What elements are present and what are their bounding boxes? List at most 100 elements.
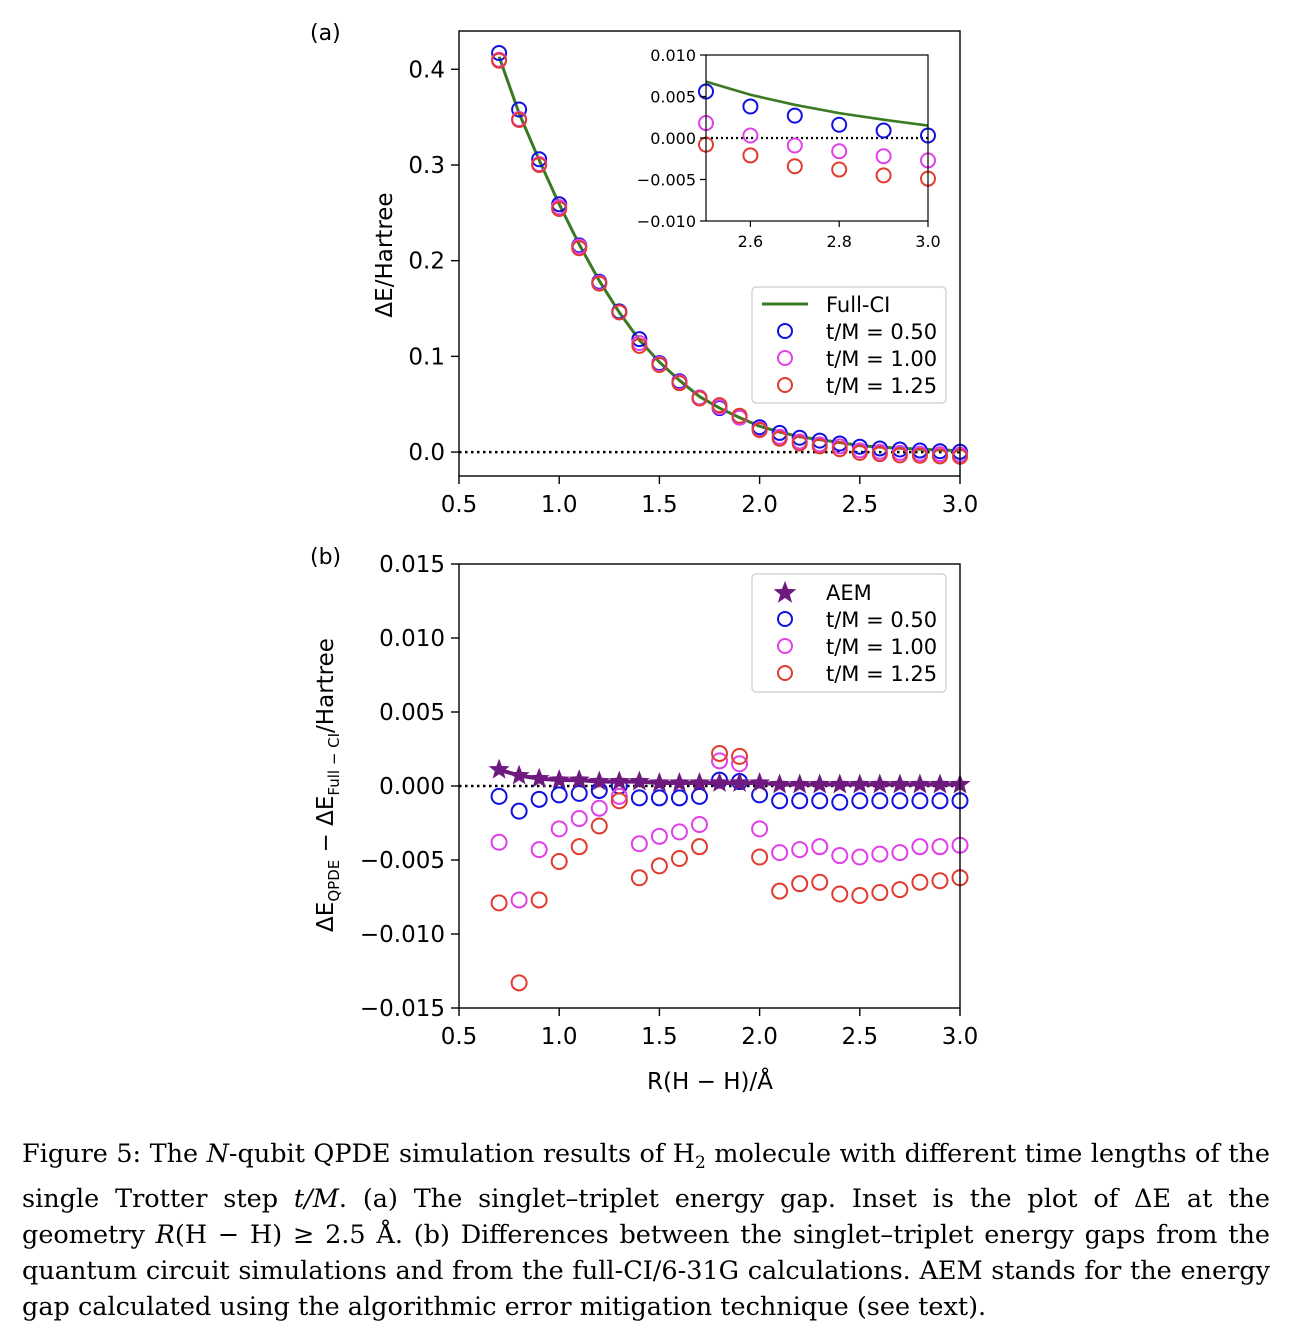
data-point [931,448,948,465]
panel-b-xlabel: R(H − H)/Å [647,1067,773,1095]
aem-star-point [568,769,590,789]
data-point [591,275,608,292]
panel-b-label: (b) [310,545,341,570]
panel-b: (b) ΔEQPDE − ΔEFull − CI/Hartree R(H − H… [310,545,978,1095]
data-point [831,847,849,865]
x-tick-label: 1.0 [541,492,578,518]
data-point [490,833,508,851]
panel-b-legend: AEM t/M = 0.50 t/M = 1.00 t/M = 1.25 [751,573,947,693]
series-tm100 [490,752,969,909]
legend-aem-label: AEM [826,581,872,605]
data-point [786,158,803,175]
data-point [791,875,809,893]
panel-a-inset: 2.6 2.8 3.0 0.010 0.005 0.000 −0.005 −0.010 [637,46,941,251]
data-point [530,790,548,808]
data-point [851,848,869,866]
caption-part: N [206,1139,229,1169]
aem-star-point [628,770,650,791]
data-point [831,793,849,811]
y-tick-label: 0.010 [379,626,445,652]
ylabel-sub-fullci: Full − CI [325,733,343,796]
data-point [570,838,588,856]
data-point [670,823,688,841]
data-point [711,752,729,770]
data-point [875,148,892,165]
data-point [491,45,508,62]
legend-aem-marker [773,581,797,603]
data-point [650,827,668,845]
data-point [875,167,892,184]
data-point [931,792,949,810]
inset-x-tick-label: 3.0 [915,232,940,251]
data-point [831,885,849,903]
data-point [630,869,648,887]
data-point [851,444,868,461]
legend-tm125-marker [777,377,793,393]
x-tick-label: 2.5 [842,492,879,518]
data-point [891,447,908,464]
aem-star-point [769,773,791,794]
data-point [742,147,759,164]
data-point [831,441,848,458]
figure: (a) ΔE/Hartree 0.5 1.0 1.5 2.0 2.5 3.0 0.0 0.1 0… [310,21,978,1095]
legend-fullci-label: Full-CI [826,293,890,317]
data-point [911,792,929,810]
y-tick-label: −0.005 [360,848,445,874]
data-point [831,161,848,178]
legend-tm050-label: t/M = 0.50 [826,320,937,344]
y-tick-label: 0.0 [408,440,445,466]
data-point [630,835,648,853]
aem-star-point [909,773,931,794]
inset-y-tick-label: −0.010 [637,212,696,231]
legend-tm050-marker [777,323,793,339]
data-point [891,844,909,862]
data-point [551,201,568,217]
caption-part: R [155,1220,175,1251]
data-point [751,848,769,866]
aem-star-point [849,773,871,794]
panel-a-legend: Full-CI t/M = 0.50 t/M = 1.00 t/M = 1.25 [751,286,947,404]
inset-x-tick-label: 2.8 [826,232,851,251]
data-point [491,52,508,69]
caption-part: molecule with different time lengths of … [22,1139,1270,1215]
aem-star-point [889,773,911,794]
inset-y-tick-label: 0.000 [650,129,696,148]
data-point [771,792,789,810]
y-tick-label: 0.2 [408,249,445,275]
series-tm125 [491,52,968,465]
data-point [530,841,548,859]
data-point [511,101,528,118]
data-point [610,787,628,805]
data-point [891,792,909,810]
data-point [742,98,759,115]
data-point [731,755,749,773]
data-point [690,838,708,856]
x-tick-label: 1.5 [641,492,678,518]
data-point [550,820,568,838]
data-point [610,792,628,810]
x-tick-label: 1.5 [641,1024,678,1050]
aem-star-point [869,773,891,794]
data-point [871,446,888,463]
y-tick-label: 0.015 [379,552,445,578]
data-point [550,786,568,804]
y-tick-label: −0.010 [360,922,445,948]
aem-star-point [729,772,750,792]
data-point [811,838,829,856]
y-tick-label: 0.3 [408,153,445,179]
data-point [490,787,508,805]
data-point [570,784,588,802]
data-point [651,356,668,373]
data-point [875,122,892,139]
caption-part: -qubit QPDE simulation results of H [228,1139,696,1169]
aem-star-point [809,773,831,794]
aem-star-point [548,769,570,789]
aem-star-point [709,772,730,792]
data-point [786,137,803,154]
data-point [811,438,828,455]
y-tick-label: 0.000 [379,774,445,800]
aem-star-point [789,773,811,794]
legend-tm100-marker [777,350,793,366]
caption-part: Figure 5: The [22,1139,207,1169]
data-point [931,838,949,856]
